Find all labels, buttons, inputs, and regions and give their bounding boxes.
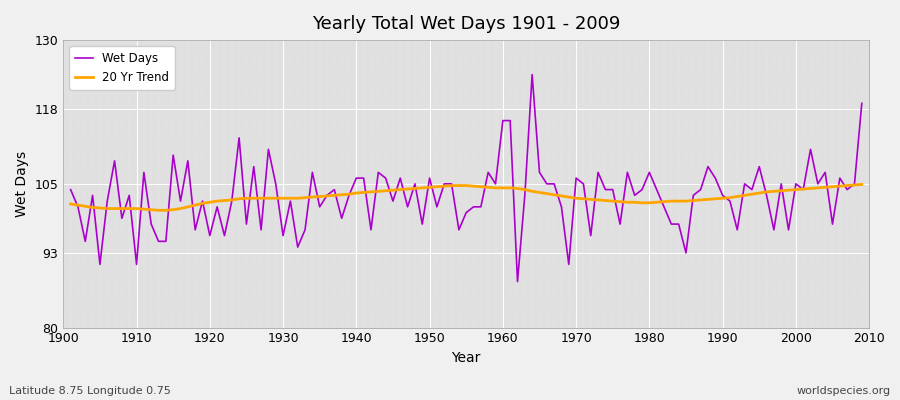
- Text: Latitude 8.75 Longitude 0.75: Latitude 8.75 Longitude 0.75: [9, 386, 171, 396]
- 20 Yr Trend: [505, 186, 516, 190]
- Wet Days: [328, 187, 339, 192]
- Y-axis label: Wet Days: Wet Days: [15, 151, 29, 217]
- Line: 20 Yr Trend: 20 Yr Trend: [70, 184, 862, 210]
- 20 Yr Trend: [153, 208, 164, 213]
- Title: Yearly Total Wet Days 1901 - 2009: Yearly Total Wet Days 1901 - 2009: [312, 15, 620, 33]
- 20 Yr Trend: [337, 192, 347, 197]
- Wet Days: [600, 187, 611, 192]
- Text: worldspecies.org: worldspecies.org: [796, 386, 891, 396]
- Wet Days: [857, 101, 868, 106]
- Wet Days: [498, 118, 508, 123]
- Wet Days: [124, 193, 135, 198]
- Wet Days: [491, 182, 501, 186]
- Wet Days: [65, 187, 76, 192]
- Wet Days: [285, 199, 296, 204]
- 20 Yr Trend: [593, 198, 604, 202]
- 20 Yr Trend: [857, 182, 868, 187]
- 20 Yr Trend: [65, 202, 76, 206]
- Wet Days: [512, 279, 523, 284]
- Wet Days: [526, 72, 537, 77]
- X-axis label: Year: Year: [452, 351, 481, 365]
- 20 Yr Trend: [124, 206, 135, 211]
- Line: Wet Days: Wet Days: [70, 75, 862, 282]
- Legend: Wet Days, 20 Yr Trend: Wet Days, 20 Yr Trend: [69, 46, 176, 90]
- 20 Yr Trend: [498, 186, 508, 190]
- 20 Yr Trend: [292, 196, 303, 201]
